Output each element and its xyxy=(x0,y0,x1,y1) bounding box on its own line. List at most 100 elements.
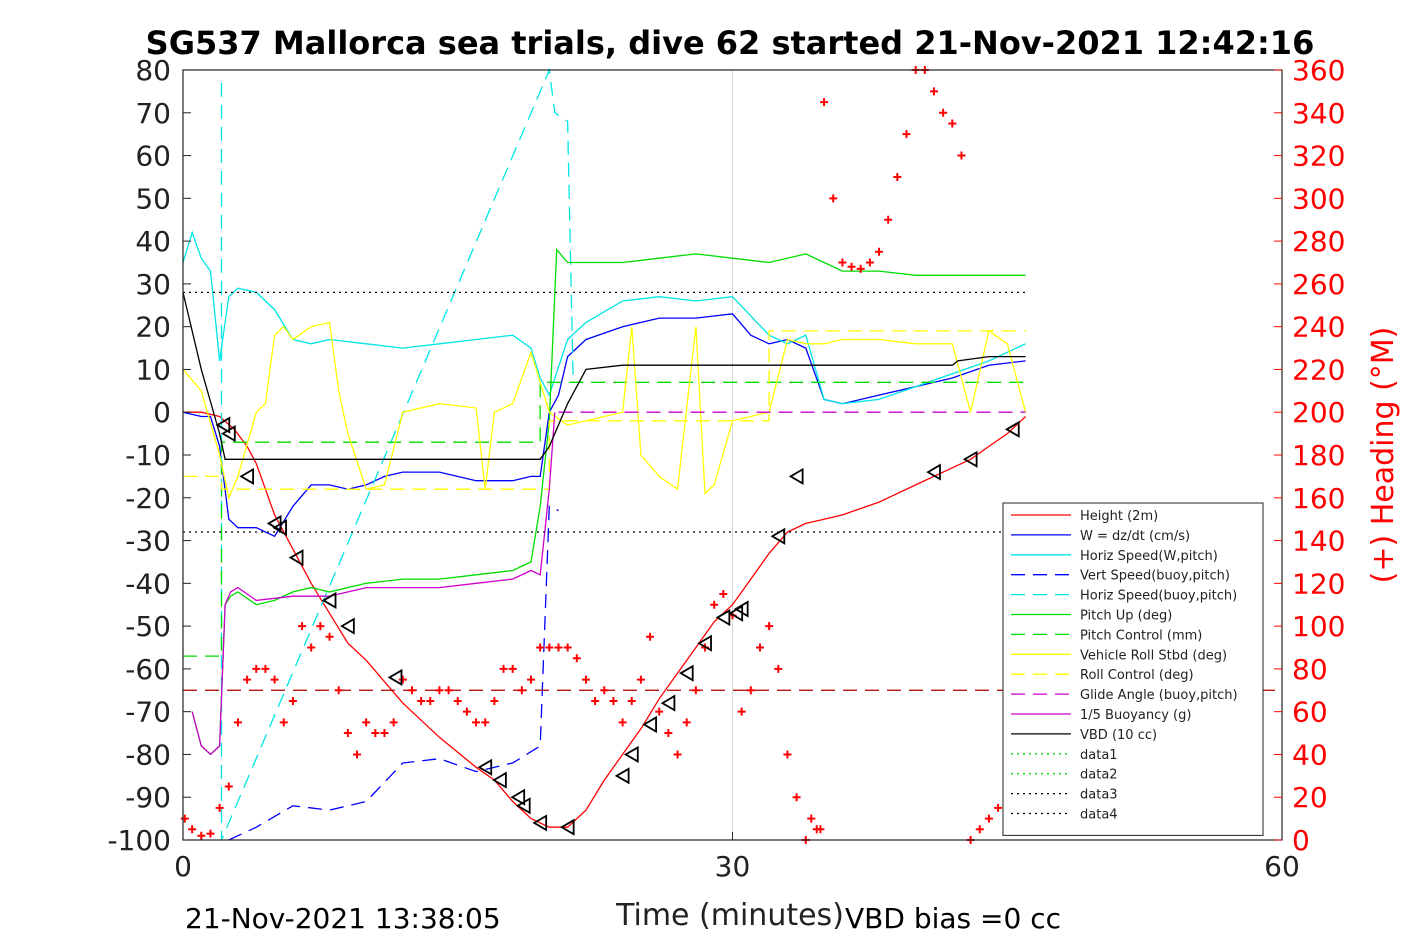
heading-point xyxy=(545,643,554,652)
heading-point xyxy=(847,262,856,271)
depth-marker xyxy=(215,416,231,434)
heading-point xyxy=(581,675,590,684)
heading-point xyxy=(957,151,966,160)
y-right-tick-label: 340 xyxy=(1292,97,1345,130)
y-tick-label: -20 xyxy=(125,482,171,515)
y-right-tick-label: 80 xyxy=(1292,653,1328,686)
heading-point xyxy=(673,750,682,759)
heading-point xyxy=(517,686,526,695)
y-tick-label: -50 xyxy=(125,610,171,643)
depth-marker xyxy=(387,668,403,687)
y-right-tick-label: 240 xyxy=(1292,311,1345,344)
depth-marker xyxy=(614,767,630,785)
depth-marker xyxy=(1004,420,1020,438)
depth-marker xyxy=(492,771,507,789)
heading-point xyxy=(591,696,600,705)
heading-point xyxy=(618,718,627,727)
heading-point xyxy=(755,643,764,652)
depth-marker xyxy=(715,608,731,627)
heading-point xyxy=(719,590,728,599)
series-line-4 xyxy=(220,67,574,841)
heading-point xyxy=(765,622,774,631)
depth-marker xyxy=(733,600,749,618)
heading-point xyxy=(188,825,197,834)
heading-markers xyxy=(180,66,1030,844)
y-right-tick-label: 100 xyxy=(1292,610,1345,643)
heading-point xyxy=(462,707,471,716)
heading-point xyxy=(206,829,215,838)
legend-box xyxy=(1002,502,1264,836)
y-tick-label: 10 xyxy=(135,353,171,386)
y-tick-label: 50 xyxy=(135,182,171,215)
y-right-tick-label: 160 xyxy=(1292,482,1345,515)
series-line-2 xyxy=(182,230,1026,405)
heading-point xyxy=(362,718,371,727)
x-tick-label: 30 xyxy=(715,850,751,883)
y-right-tick-label: 140 xyxy=(1292,525,1345,558)
heading-point xyxy=(279,718,288,727)
y-tick-label: -70 xyxy=(125,696,171,729)
legend-entry: Pitch Control (mm) xyxy=(1080,628,1202,643)
heading-point xyxy=(435,686,444,695)
depth-marker xyxy=(340,617,355,635)
depth-marker xyxy=(770,527,786,545)
heading-point xyxy=(563,643,572,652)
heading-point xyxy=(929,87,938,96)
heading-point xyxy=(893,172,902,181)
heading-point xyxy=(816,825,825,834)
y-right-tick-label: 200 xyxy=(1292,396,1345,429)
heading-point xyxy=(792,793,801,802)
heading-point xyxy=(398,675,407,684)
legend-entry: Horiz Speed(W,pitch) xyxy=(1080,549,1218,564)
y-right-tick-label: 20 xyxy=(1292,781,1328,814)
heading-point xyxy=(636,675,645,684)
heading-point xyxy=(298,622,307,631)
heading-point xyxy=(444,686,453,695)
heading-point xyxy=(875,247,884,256)
heading-point xyxy=(664,729,673,738)
series-line-0 xyxy=(183,411,1027,828)
heading-point xyxy=(261,664,270,673)
y-right-tick-label: 260 xyxy=(1292,268,1345,301)
y-tick-label: -60 xyxy=(125,653,171,686)
heading-point xyxy=(884,215,893,224)
heading-point xyxy=(600,686,609,695)
heading-point xyxy=(197,831,206,840)
legend-entry: Height (2m) xyxy=(1080,509,1158,524)
y-right-tick-label: 360 xyxy=(1292,54,1345,87)
legend-entry: Vert Speed(buoy,pitch) xyxy=(1080,569,1230,584)
y-tick-label: -100 xyxy=(107,824,171,857)
depth-marker xyxy=(623,745,639,764)
depth-marker xyxy=(788,467,804,485)
y-tick-label: -40 xyxy=(125,567,171,600)
y-tick-label: -80 xyxy=(125,738,171,771)
heading-point xyxy=(490,696,499,705)
heading-point xyxy=(389,718,398,727)
heading-point xyxy=(334,686,343,695)
heading-point xyxy=(774,664,783,673)
x-tick-label: 0 xyxy=(174,850,192,883)
y-tick-label: 20 xyxy=(135,311,171,344)
series-line-5 xyxy=(191,248,1026,756)
depth-marker xyxy=(678,664,694,682)
depth-marker xyxy=(642,715,657,734)
heading-point xyxy=(417,696,426,705)
legend-entry: Vehicle Roll Stbd (deg) xyxy=(1080,648,1227,663)
x-tick-label: 60 xyxy=(1264,850,1300,883)
depth-marker xyxy=(532,814,548,832)
heading-point xyxy=(627,696,636,705)
series-line-7 xyxy=(182,321,1027,500)
heading-point xyxy=(371,729,380,738)
y-tick-label: -10 xyxy=(125,439,171,472)
legend-entry: data2 xyxy=(1080,768,1118,783)
heading-point xyxy=(902,130,911,139)
legend-entry: Glide Angle (buoy,pitch) xyxy=(1080,688,1238,703)
y-right-tick-label: 40 xyxy=(1292,738,1328,771)
heading-point xyxy=(270,675,279,684)
y-tick-label: 60 xyxy=(135,140,171,173)
heading-point xyxy=(527,675,536,684)
heading-point xyxy=(252,664,261,673)
y-tick-label: 40 xyxy=(135,225,171,258)
heading-point xyxy=(243,675,252,684)
